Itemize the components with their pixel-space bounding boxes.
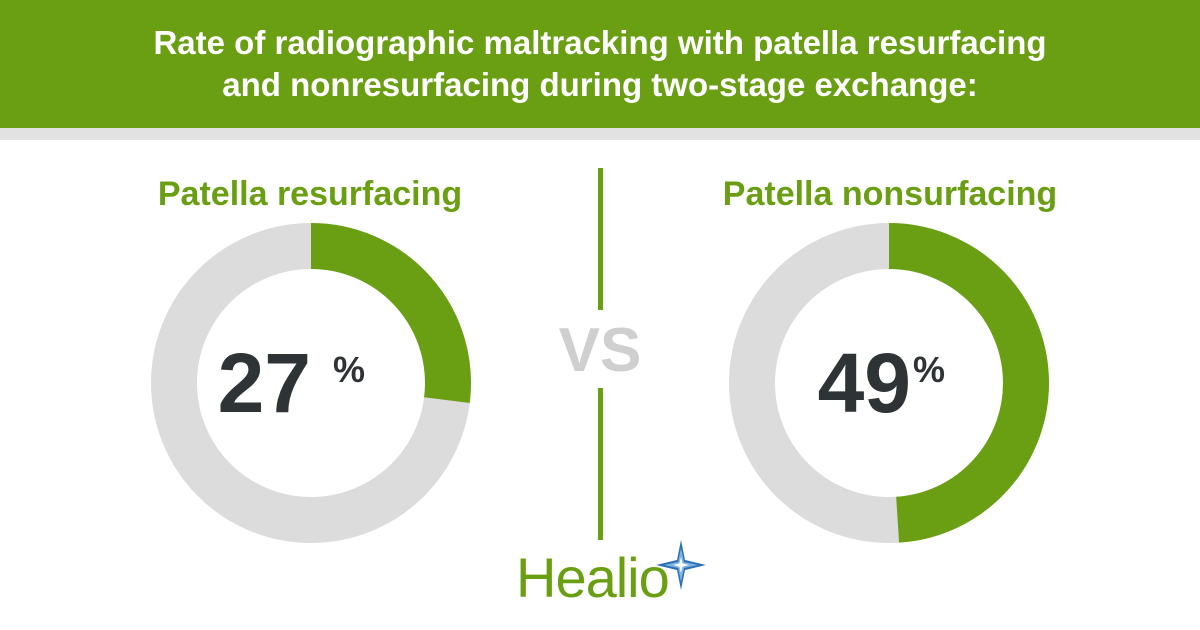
donut-value-arc <box>310 223 471 404</box>
divider-line-bottom <box>598 388 603 540</box>
value-number: 27 <box>218 336 311 430</box>
chart-title-resurfacing: Patella resurfacing <box>157 175 463 213</box>
vs-label: VS <box>558 316 642 385</box>
donut-chart-resurfacing: 27 % <box>151 223 471 543</box>
header-shadow <box>0 128 1200 140</box>
divider-line-top <box>598 168 603 310</box>
page-title: Rate of radiographic maltracking with pa… <box>153 24 1047 103</box>
logo-wordmark: Healio <box>516 546 670 609</box>
header-banner: Rate of radiographic maltracking with pa… <box>0 0 1200 128</box>
donut-chart-nonsurfacing: 49 % <box>729 223 1049 543</box>
value-number: 49 <box>818 336 911 430</box>
healio-logo[interactable]: Healio <box>516 538 716 610</box>
value-unit: % <box>333 349 365 390</box>
chart-title-nonsurfacing: Patella nonsurfacing <box>722 175 1058 213</box>
value-unit: % <box>913 349 945 390</box>
star-icon <box>656 540 706 590</box>
donut-value-arc <box>888 223 1049 543</box>
